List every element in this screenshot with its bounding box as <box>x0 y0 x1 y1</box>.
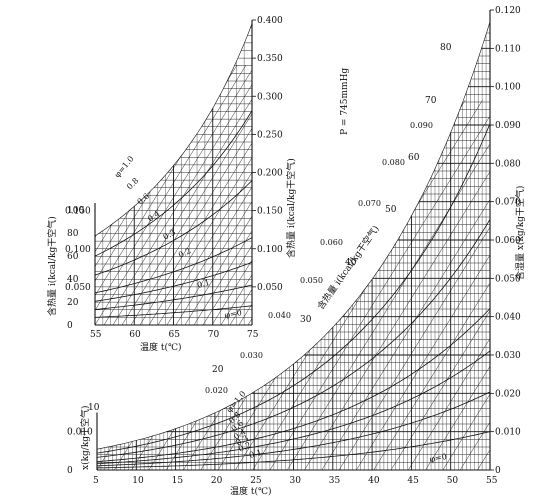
inset-left-tick-0: 0.050 <box>65 283 91 293</box>
inset-x-tick-0: 55 <box>90 330 102 340</box>
main-right-tick-0: 0 <box>495 466 501 476</box>
main-curve-x-label-3: 0.050 <box>300 276 323 285</box>
inset-right-tick-7: 0.400 <box>257 16 283 26</box>
main-right-tick-11: 0.110 <box>495 44 521 54</box>
inset-right-tick-2: 0.150 <box>257 207 283 217</box>
inset-rh-curve-1 <box>95 110 252 257</box>
main-curve-x-label-6: 0.080 <box>382 158 405 167</box>
main-right-tick-5: 0.050 <box>495 274 521 284</box>
main-rh-curve-3 <box>97 308 490 462</box>
inset-rh-label-1: 0.8 <box>125 176 140 191</box>
inset-right-tick-5: 0.300 <box>257 92 283 102</box>
inset-rh-curve-3 <box>95 237 252 294</box>
main-x-axis-label: 温度 t(℃) <box>230 485 272 497</box>
inset-rh-label-5: 0.2 <box>177 246 192 260</box>
main-x-tick-6: 35 <box>329 476 341 486</box>
main-right-tick-2: 0.020 <box>495 389 521 399</box>
main-right-tick-6: 0.060 <box>495 236 521 246</box>
main-right-tick-4: 0.040 <box>495 313 521 323</box>
main-x-tick-2: 15 <box>172 476 184 486</box>
main-right-tick-3: 0.030 <box>495 351 521 361</box>
inset-right-y-axis-label: 含热量 i(kcal/kg干空气) <box>285 158 297 258</box>
main-right-tick-1: 0.010 <box>495 428 521 438</box>
main-right-tick-9: 0.090 <box>495 121 521 131</box>
inset-x-tick-3: 70 <box>208 330 220 340</box>
main-enthalpy-label-3: 40 <box>345 258 357 268</box>
main-x-tick-0: 5 <box>93 476 99 486</box>
main-rh-curve-5 <box>97 391 490 467</box>
inset-rh-curve-2 <box>95 180 252 276</box>
main-curve-x-label-7: 0.090 <box>410 121 433 130</box>
main-x-tick-3: 20 <box>211 476 223 486</box>
main-enthalpy-label-6: 70 <box>425 96 437 106</box>
inset-x-tick-2: 65 <box>169 330 181 340</box>
main-x-tick-9: 50 <box>447 476 459 486</box>
inset-right-tick-3: 0.200 <box>257 169 283 179</box>
inset-left-y-axis-label: 含热量 i(kcal/kg干空气) <box>46 216 58 316</box>
inset-enthalpy-tick-2: 40 <box>67 275 79 285</box>
inset-rh-label-7: φ=0 <box>224 308 243 320</box>
main-right-tick-10: 0.100 <box>495 83 521 93</box>
main-right-tick-7: 0.070 <box>495 198 521 208</box>
main-curve-x-label-0: 0.020 <box>205 386 228 395</box>
main-enthalpy-label-4: 50 <box>385 205 397 215</box>
main-enthalpy-label-0: 10 <box>88 403 100 413</box>
inset-enthalpy-tick-5: 100 <box>67 206 84 216</box>
main-enthalpy-label-5: 60 <box>408 153 420 163</box>
inset-x-tick-4: 75 <box>247 330 259 340</box>
inset-enthalpy-tick-3: 60 <box>67 252 79 262</box>
main-left-tick-1: 0.010 <box>67 428 93 438</box>
main-curve-x-label-2: 0.040 <box>268 311 291 320</box>
inset-x-axis-label: 温度 t(℃) <box>140 341 182 353</box>
inset-left-tick-1: 0.100 <box>65 245 91 255</box>
main-enthalpy-label-1: 20 <box>212 365 224 375</box>
main-rh-curve-4 <box>97 350 490 465</box>
main-rh-label-7: φ=0 <box>429 452 448 464</box>
inset-enthalpy-tick-0: 0 <box>67 321 73 331</box>
main-x-tick-10: 55 <box>486 476 498 486</box>
main-right-y-axis-label: 含湿量 x(kg/kg干空气) <box>514 186 526 280</box>
main-enthalpy-label-7: 80 <box>440 43 452 53</box>
main-right-tick-12: 0.120 <box>495 6 521 16</box>
inset-enthalpy-tick-4: 80 <box>67 229 79 239</box>
inset-rh-curve-6 <box>95 305 252 318</box>
main-rh-label-6: 0.1 <box>248 448 263 460</box>
main-x-tick-5: 30 <box>290 476 302 486</box>
main-curve-x-label-5: 0.070 <box>358 199 381 208</box>
chart-marks: 5 10 15 20 25 30 35 40 45 50 5500.0100.0200.0300.0… <box>65 6 521 486</box>
inset-x-tick-1: 60 <box>129 330 141 340</box>
inset-rh-label-0: φ=1.0 <box>113 154 136 179</box>
inset-right-tick-1: 0.100 <box>257 245 283 255</box>
main-left-tick-0: 0 <box>67 466 73 476</box>
main-rh-curve-1 <box>97 123 490 454</box>
main-left-y-axis-label: x(kg/kg干空气) <box>79 405 91 470</box>
inset-right-tick-6: 0.350 <box>257 54 283 64</box>
main-enthalpy-label-2: 30 <box>300 315 312 325</box>
main-x-tick-1: 10 <box>132 476 144 486</box>
pressure-label: P = 745mmHg <box>340 68 350 135</box>
inset-rh-label-6: 0.1 <box>196 278 211 290</box>
inset-left-tick-2: 0.150 <box>65 207 91 217</box>
inset-right-tick-0: 0.050 <box>257 283 283 293</box>
main-curve-x-label-1: 0.030 <box>240 351 263 360</box>
main-x-tick-7: 40 <box>368 476 380 486</box>
main-x-tick-8: 45 <box>407 476 419 486</box>
main-x-tick-4: 25 <box>250 476 262 486</box>
inset-right-tick-4: 0.250 <box>257 130 283 140</box>
inset-rh-label-3: 0.4 <box>146 209 162 224</box>
inset-enthalpy-tick-1: 20 <box>67 298 79 308</box>
main-right-tick-8: 0.080 <box>495 159 521 169</box>
main-curve-x-label-4: 0.060 <box>320 238 343 247</box>
